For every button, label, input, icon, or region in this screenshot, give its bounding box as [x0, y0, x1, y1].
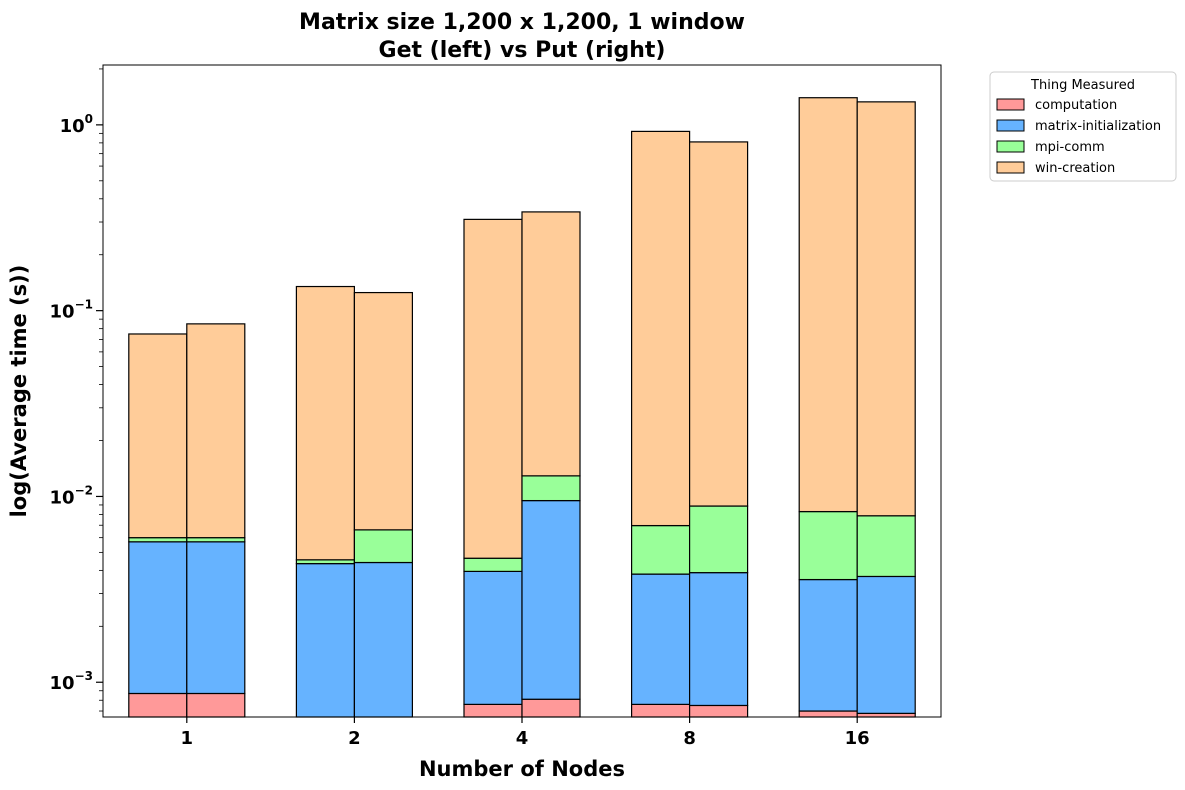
bar-mpi-comm-put-4 [521, 475, 581, 502]
bar-mpi-comm-put-8 [688, 505, 749, 574]
bar-win-creation-put-1 [186, 323, 246, 539]
bar-matrix-initialization-put-8 [688, 572, 749, 707]
bar-win-creation-get-8 [630, 130, 691, 527]
legend-title: Thing Measured [1030, 78, 1135, 93]
legend-label-computation: computation [1035, 98, 1117, 113]
bar-matrix-initialization-put-16 [856, 575, 916, 714]
bar-matrix-initialization-get-16 [798, 578, 858, 712]
y-tick-label: 10−3 [50, 669, 93, 694]
x-axis: 1 2 4 8 16 [181, 717, 870, 749]
bars-layer [128, 97, 916, 718]
bar-win-creation-put-8 [688, 141, 749, 507]
x-axis-label: Number of Nodes [419, 757, 625, 781]
legend-label-mpi-comm: mpi-comm [1035, 140, 1105, 155]
x-tick-label: 4 [516, 728, 529, 749]
bar-win-creation-get-4 [463, 218, 523, 559]
bar-mpi-comm-get-16 [798, 510, 858, 581]
bar-matrix-initialization-put-1 [186, 541, 246, 695]
legend-label-win-creation: win-creation [1035, 161, 1115, 176]
bar-win-creation-put-2 [353, 291, 413, 531]
bar-mpi-comm-put-1 [186, 537, 246, 543]
x-tick-label: 8 [683, 728, 696, 749]
legend-swatch-computation [996, 98, 1025, 111]
y-tick-label: 10−1 [50, 298, 93, 323]
chart-title-line-1: Matrix size 1,200 x 1,200, 1 window [299, 10, 745, 35]
y-tick-label: 10−2 [50, 483, 93, 508]
bar-mpi-comm-get-4 [463, 557, 523, 572]
bar-matrix-initialization-get-2 [295, 563, 355, 718]
legend: Thing Measured computation matrix-initial… [989, 71, 1177, 182]
x-tick-label: 2 [348, 728, 361, 749]
y-tick-label: 100 [60, 112, 93, 137]
bar-win-creation-get-16 [798, 97, 858, 513]
bar-mpi-comm-get-8 [630, 524, 691, 575]
bar-computation-get-8 [630, 703, 691, 718]
x-tick-label: 16 [845, 728, 870, 749]
bar-computation-get-4 [463, 703, 523, 718]
legend-frame [989, 71, 1177, 182]
bar-matrix-initialization-get-4 [463, 570, 523, 705]
legend-swatch-mpi-comm [996, 140, 1025, 153]
chart-title-line-2: Get (left) vs Put (right) [379, 38, 666, 63]
bar-computation-put-8 [688, 704, 749, 718]
bar-win-creation-put-4 [521, 211, 581, 477]
y-axis-label: log(Average time (s)) [7, 265, 31, 518]
bar-computation-put-1 [186, 692, 246, 718]
legend-swatch-win-creation [996, 161, 1025, 174]
bar-win-creation-put-16 [856, 101, 916, 517]
bar-computation-get-1 [128, 692, 188, 718]
bar-matrix-initialization-get-8 [630, 573, 691, 705]
bar-matrix-initialization-put-2 [353, 561, 413, 718]
bar-mpi-comm-get-1 [128, 537, 188, 543]
bar-win-creation-get-1 [128, 333, 188, 539]
bar-mpi-comm-put-16 [856, 515, 916, 578]
x-tick-label: 1 [181, 728, 194, 749]
legend-label-matrix-initialization: matrix-initialization [1035, 119, 1161, 134]
bar-mpi-comm-put-2 [353, 529, 413, 564]
y-axis: 10−3 10−2 10−1 100 [50, 68, 103, 712]
bar-computation-get-16 [798, 710, 858, 718]
bar-matrix-initialization-get-1 [128, 541, 188, 695]
bar-computation-put-4 [521, 698, 581, 718]
legend-swatch-matrix-initialization [996, 119, 1025, 132]
bar-win-creation-get-2 [295, 285, 355, 561]
bar-matrix-initialization-put-4 [521, 499, 581, 700]
